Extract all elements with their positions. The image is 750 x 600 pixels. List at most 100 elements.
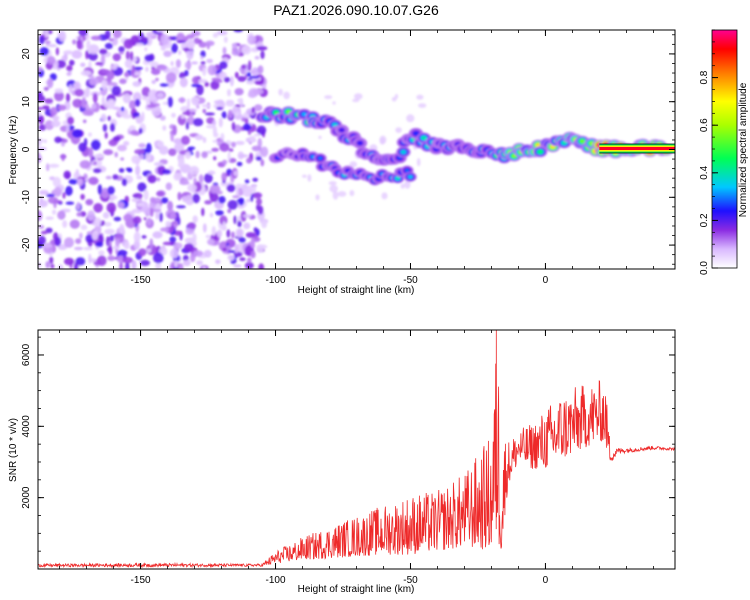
noise-blob <box>416 158 421 167</box>
noise-blob <box>237 204 245 209</box>
noise-blob <box>38 210 43 222</box>
track-cell <box>302 112 307 116</box>
noise-blob <box>162 125 167 131</box>
noise-blob <box>137 182 147 192</box>
noise-blob <box>173 230 183 236</box>
noise-blob <box>184 151 192 159</box>
noise-blob <box>234 112 240 116</box>
noise-blob <box>381 192 388 200</box>
track-cell <box>538 150 543 154</box>
noise-blob <box>236 161 243 167</box>
noise-blob <box>256 46 268 51</box>
noise-blob <box>38 124 47 131</box>
noise-blob <box>90 35 102 41</box>
noise-blob <box>222 247 227 252</box>
noise-blob <box>178 72 186 79</box>
noise-blob <box>95 241 104 248</box>
noise-blob <box>171 112 176 118</box>
noise-blob <box>47 56 56 65</box>
noise-blob <box>216 106 224 110</box>
noise-blob <box>174 142 185 153</box>
track-cell <box>408 175 413 179</box>
noise-blob <box>104 228 115 235</box>
noise-blob <box>76 178 84 186</box>
noise-blob <box>128 100 136 110</box>
noise-blob <box>73 262 79 269</box>
noise-blob <box>200 50 206 58</box>
noise-blob <box>72 39 76 45</box>
noise-blob <box>189 165 200 176</box>
track-cell <box>414 131 418 135</box>
noise-blob <box>213 156 217 161</box>
noise-blob <box>404 180 411 189</box>
noise-blob <box>106 202 117 213</box>
noise-blob <box>211 147 219 152</box>
noise-blob <box>133 239 140 250</box>
noise-blob <box>44 30 49 38</box>
noise-blob <box>102 212 110 219</box>
noise-blob <box>93 161 97 165</box>
noise-blob <box>153 162 164 167</box>
noise-blob <box>122 93 131 104</box>
noise-blob <box>246 72 252 77</box>
noise-blob <box>228 148 234 152</box>
noise-blob <box>214 79 223 83</box>
noise-blob <box>46 78 54 89</box>
noise-blob <box>207 170 216 175</box>
noise-blob <box>233 215 237 225</box>
noise-blob <box>165 72 177 83</box>
snr-xlabel: Height of straight line (km) <box>298 584 415 595</box>
noise-blob <box>192 76 200 85</box>
noise-blob <box>182 259 191 267</box>
noise-blob <box>67 116 74 125</box>
noise-blob <box>204 112 215 116</box>
noise-blob <box>258 263 265 269</box>
noise-blob <box>218 117 223 128</box>
noise-blob <box>189 113 194 118</box>
noise-blob <box>204 200 213 205</box>
noise-blob <box>144 47 148 52</box>
noise-blob <box>332 101 336 105</box>
noise-blob <box>256 125 267 136</box>
noise-blob <box>165 220 172 228</box>
noise-blob <box>88 253 92 264</box>
noise-blob <box>254 104 263 112</box>
noise-blob <box>169 212 176 220</box>
noise-blob <box>151 68 161 75</box>
noise-blob <box>145 66 149 72</box>
track-cell <box>274 111 279 115</box>
noise-blob <box>113 30 122 39</box>
noise-blob <box>118 168 125 173</box>
noise-blob <box>283 91 290 100</box>
noise-blob <box>38 106 44 111</box>
track-cell <box>318 156 323 160</box>
noise-blob <box>195 150 200 159</box>
noise-blob <box>349 161 358 168</box>
noise-blob <box>54 236 62 247</box>
noise-blob <box>200 56 204 60</box>
noise-blob <box>112 53 122 62</box>
noise-blob <box>219 61 228 70</box>
noise-blob <box>186 98 191 109</box>
noise-blob <box>57 104 67 111</box>
noise-blob <box>178 263 184 269</box>
snr-series-line <box>38 330 675 569</box>
noise-blob <box>227 250 237 253</box>
noise-blob <box>260 159 265 167</box>
noise-blob <box>192 215 198 224</box>
noise-blob <box>52 209 57 215</box>
noise-blob <box>227 89 231 97</box>
noise-blob <box>97 255 107 266</box>
noise-blob <box>169 248 179 259</box>
noise-blob <box>82 110 94 116</box>
noise-blob <box>251 145 262 152</box>
noise-blob <box>237 98 243 103</box>
noise-blob <box>48 163 60 168</box>
noise-blob <box>138 248 147 257</box>
noise-blob <box>186 200 192 205</box>
noise-blob <box>119 224 125 235</box>
noise-blob <box>149 197 156 203</box>
noise-blob <box>112 106 121 110</box>
noise-blob <box>184 61 192 69</box>
noise-blob <box>135 115 143 124</box>
